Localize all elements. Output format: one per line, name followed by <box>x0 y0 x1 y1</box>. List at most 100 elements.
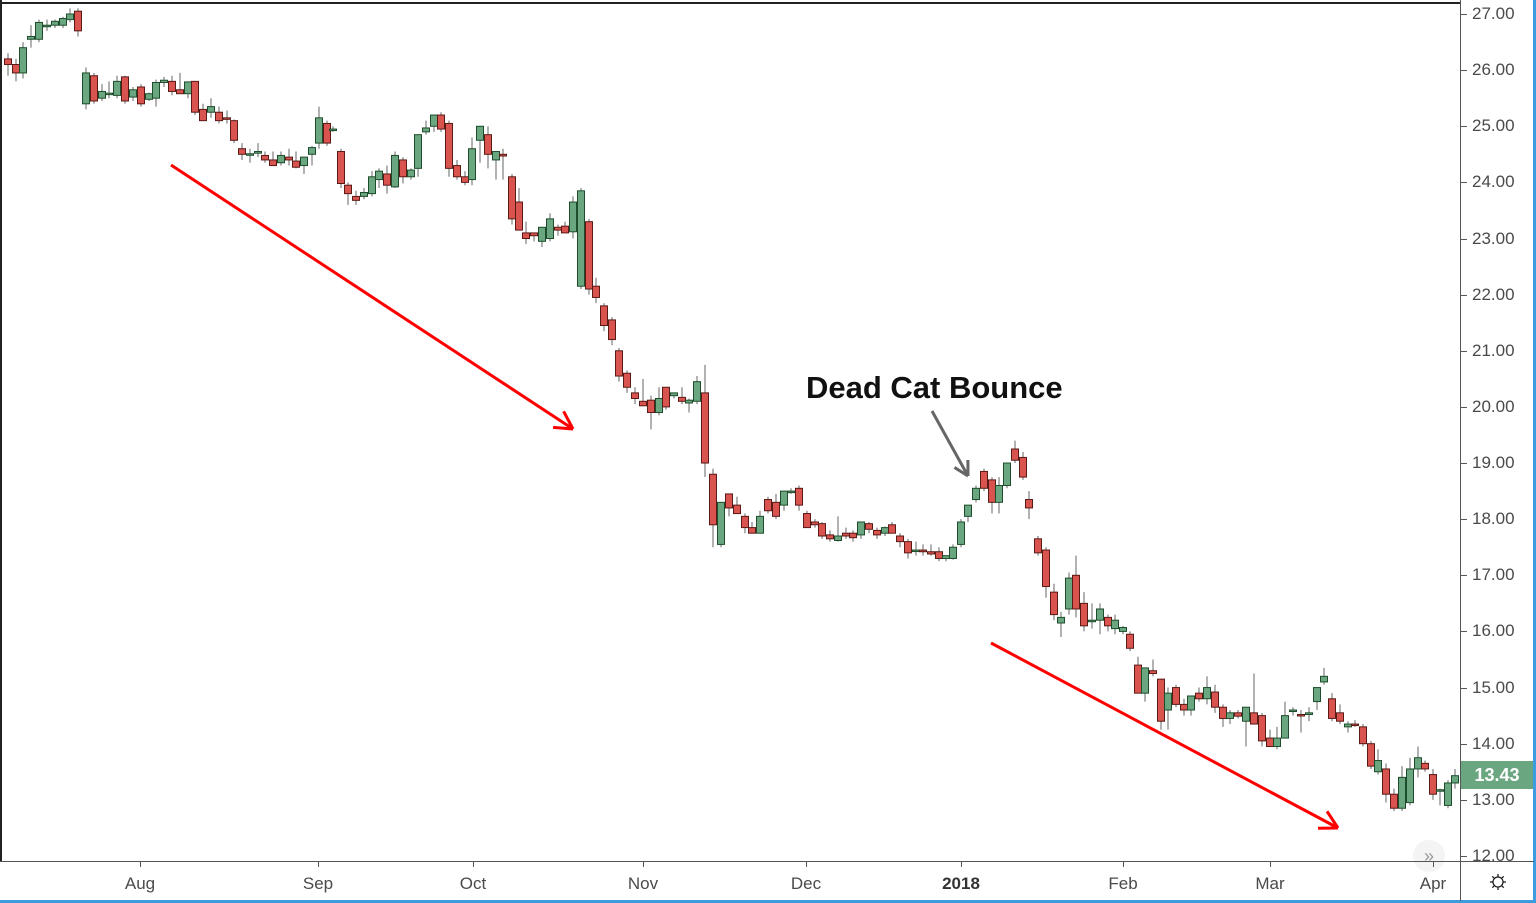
candle <box>1187 695 1195 716</box>
candle <box>1134 656 1142 694</box>
candle <box>964 504 972 522</box>
candle <box>685 398 693 413</box>
candle <box>375 168 383 189</box>
candle <box>1226 710 1234 725</box>
price-tick <box>1461 799 1467 801</box>
candle <box>1011 440 1019 464</box>
candle <box>935 547 943 562</box>
candle <box>957 519 965 548</box>
price-tick <box>1461 687 1467 689</box>
candle <box>308 145 316 166</box>
price-tick <box>1461 350 1467 352</box>
candle <box>748 521 756 534</box>
candle <box>988 477 996 514</box>
candle <box>59 16 67 29</box>
candle <box>492 151 500 180</box>
price-tick-label: 13.00 <box>1472 789 1515 809</box>
candle <box>407 168 415 180</box>
candle <box>834 516 842 542</box>
candle <box>160 76 168 87</box>
candle <box>445 120 453 177</box>
candle <box>1019 451 1027 480</box>
candle <box>546 213 554 242</box>
candle <box>865 521 873 534</box>
candle <box>360 188 368 200</box>
time-tick <box>473 862 474 867</box>
candle <box>1344 721 1352 733</box>
candle <box>1421 760 1429 772</box>
candle <box>1359 724 1367 747</box>
candle <box>430 114 438 132</box>
candle <box>121 75 129 104</box>
candle <box>780 490 788 511</box>
candle <box>90 72 98 104</box>
candle <box>207 98 215 118</box>
candle <box>764 496 772 514</box>
price-tick-label: 27.00 <box>1472 4 1515 23</box>
time-tick-label: Oct <box>459 874 487 893</box>
scroll-to-latest-button[interactable]: » <box>1413 840 1445 872</box>
candle <box>561 221 569 234</box>
candle <box>399 157 407 184</box>
price-tick <box>1461 238 1467 240</box>
candle <box>522 221 530 245</box>
candle <box>1042 547 1050 598</box>
candle <box>499 148 507 180</box>
candle <box>1313 687 1321 711</box>
candle <box>1034 536 1042 556</box>
price-tick-label: 19.00 <box>1472 453 1515 473</box>
price-tick-label: 14.00 <box>1472 733 1515 753</box>
candle <box>1157 678 1165 730</box>
candle <box>949 544 957 560</box>
candle <box>129 86 137 102</box>
candle <box>678 387 686 405</box>
price-tick-label: 17.00 <box>1472 565 1515 585</box>
price-tick <box>1461 855 1467 857</box>
price-tick-label: 20.00 <box>1472 396 1515 416</box>
candle <box>1351 720 1359 727</box>
time-axis[interactable]: Aug Sep Oct Nov Dec 2018 Feb Mar Apr <box>0 861 1460 901</box>
candle <box>176 72 184 95</box>
time-tick <box>318 862 319 867</box>
candle <box>1436 788 1444 806</box>
candle <box>4 53 12 76</box>
candle <box>733 496 741 515</box>
price-plot-area[interactable]: Dead Cat Bounce » <box>0 0 1460 872</box>
candle <box>888 521 896 534</box>
candle <box>329 126 337 132</box>
time-tick <box>961 862 962 867</box>
candle <box>1297 710 1305 733</box>
candle <box>1025 491 1033 520</box>
candle <box>1234 710 1242 719</box>
candle <box>655 387 663 416</box>
candle <box>701 364 709 478</box>
candle <box>717 501 725 548</box>
price-tick <box>1461 519 1467 521</box>
candle <box>1320 667 1328 685</box>
candle <box>1367 740 1375 769</box>
candle <box>1164 687 1172 730</box>
candle <box>772 493 780 520</box>
candle <box>261 151 269 163</box>
candle <box>1451 768 1459 789</box>
settings-button[interactable] <box>1460 861 1534 901</box>
candle <box>608 317 616 346</box>
candle <box>1281 701 1289 739</box>
time-tick <box>1433 862 1434 867</box>
candle <box>300 156 308 174</box>
candle <box>215 106 223 124</box>
candle <box>980 468 988 492</box>
candlestick-chart <box>4 8 1459 830</box>
candle <box>105 81 113 99</box>
candle <box>1414 746 1422 778</box>
candle <box>912 541 920 556</box>
candle <box>569 196 577 239</box>
candle <box>600 303 608 332</box>
candle <box>1273 726 1281 750</box>
downtrend-arrow <box>170 163 575 431</box>
candle <box>43 19 51 31</box>
candle <box>515 188 523 231</box>
time-tick-label: 2018 <box>942 874 980 893</box>
candle <box>246 148 254 163</box>
price-axis[interactable]: 27.00 26.00 25.00 24.00 23.00 22.00 21.00 20.00… <box>1460 0 1534 865</box>
